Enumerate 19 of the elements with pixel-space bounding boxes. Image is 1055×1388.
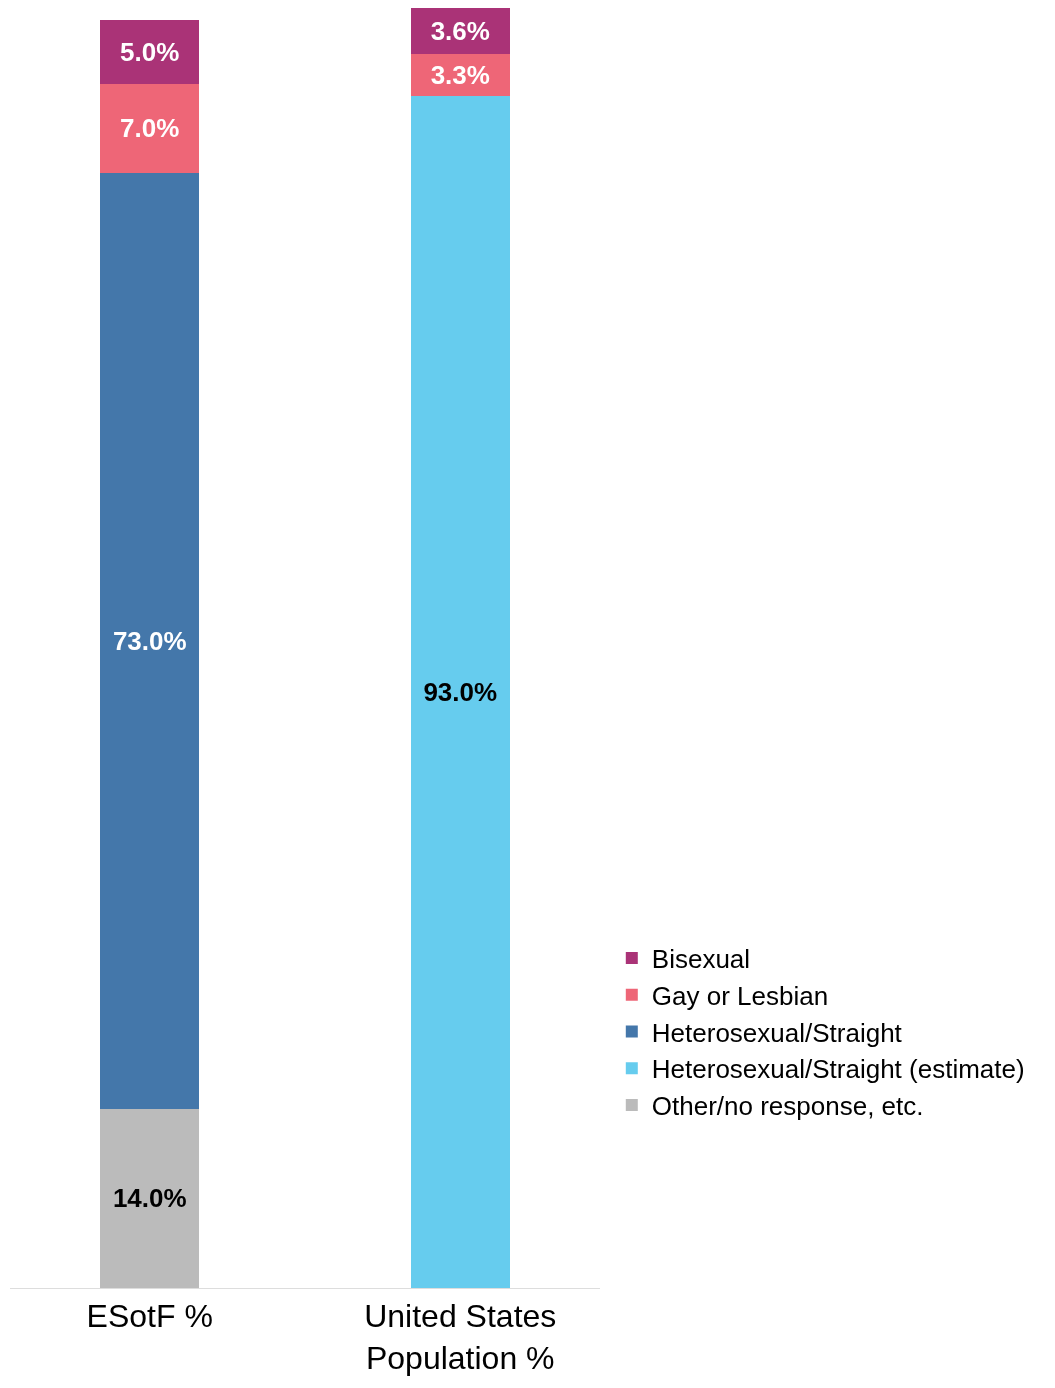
legend-label: Other/no response, etc. bbox=[651, 1091, 924, 1122]
legend-label: Heterosexual/Straight bbox=[651, 1017, 903, 1048]
legend-label: Heterosexual/Straight (estimate) bbox=[651, 1054, 1025, 1085]
bar bbox=[100, 173, 200, 1109]
data-label: 5.0% bbox=[120, 36, 180, 67]
bar bbox=[100, 83, 200, 174]
legend-label: Gay or Lesbian bbox=[651, 980, 829, 1011]
data-label: 93.0% bbox=[423, 677, 498, 708]
x-tick-label: United States Population % bbox=[364, 1298, 557, 1376]
data-label: 3.6% bbox=[430, 16, 490, 47]
bar bbox=[100, 19, 200, 84]
data-label: 7.0% bbox=[120, 113, 180, 144]
x-tick-label: ESotF % bbox=[86, 1298, 213, 1335]
data-label: 3.3% bbox=[430, 60, 490, 91]
data-label: 14.0% bbox=[112, 1183, 187, 1214]
legend-label: Bisexual bbox=[651, 944, 751, 975]
bar bbox=[100, 1108, 200, 1288]
data-label: 73.0% bbox=[112, 625, 187, 656]
bar bbox=[410, 96, 510, 1288]
